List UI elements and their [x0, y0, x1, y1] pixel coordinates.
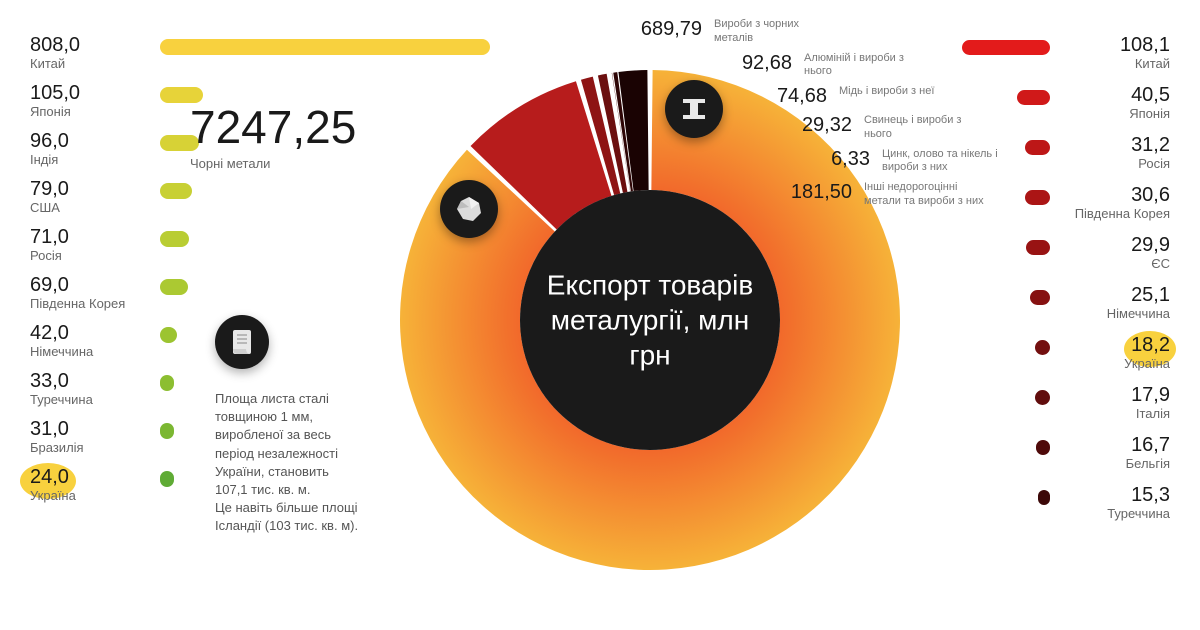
left-bar-label: Бразилія	[30, 440, 190, 455]
right-bar-row: 108,1Китай	[1010, 35, 1170, 71]
right-bar-row: 31,2Росія	[1010, 135, 1170, 171]
right-bar-label: Україна	[1010, 356, 1170, 371]
right-bar-row: 17,9Італія	[1010, 385, 1170, 421]
left-bar	[160, 327, 177, 343]
slice-value: 181,50	[770, 181, 852, 204]
right-bar	[1017, 90, 1050, 105]
left-bar	[160, 231, 189, 247]
slice-name: Свинець і вироби з нього	[864, 114, 984, 142]
right-bar-row: 25,1Німеччина	[1010, 285, 1170, 321]
left-bar-label: Росія	[30, 248, 190, 263]
right-bar-value: 15,3	[1010, 485, 1170, 505]
slice-name: Мідь і вироби з неї	[839, 85, 959, 99]
left-bar-label: Туреччина	[30, 392, 190, 407]
left-bar-label: США	[30, 200, 190, 215]
left-bar-row: 79,0США	[30, 179, 190, 215]
slice-name: Цинк, олово та нікель і вироби з них	[882, 148, 1002, 176]
right-bar-label: Японія	[1010, 106, 1170, 121]
right-bar-list: 108,1Китай 40,5Японія 31,2Росія 30,6Південн…	[1010, 35, 1170, 535]
right-bar-label: Росія	[1010, 156, 1170, 171]
right-bar-row: 30,6Південна Корея	[1010, 185, 1170, 221]
right-bar-label: ЄС	[1010, 256, 1170, 271]
slice-label: 74,68 Мідь і вироби з неї	[745, 85, 1002, 108]
right-bar	[1035, 340, 1050, 355]
left-bar	[160, 423, 174, 439]
right-bar-label: Китай	[1010, 56, 1170, 71]
right-bar-label: Італія	[1010, 406, 1170, 421]
left-bar-list: 808,0Китай 105,0Японія 96,0Індія 79,0США 71,…	[30, 35, 190, 515]
right-bar-label: Бельгія	[1010, 456, 1170, 471]
right-bar-row: 29,9ЄС	[1010, 235, 1170, 271]
right-bar-label: Південна Корея	[1010, 206, 1170, 221]
right-bar-row: 16,7Бельгія	[1010, 435, 1170, 471]
slice-label-list: 689,79 Вироби з чорних металів 92,68 Алюмін…	[620, 18, 1002, 215]
left-bar-row: 808,0Китай	[30, 35, 190, 71]
slice-label: 29,32 Свинець і вироби з нього	[770, 114, 1002, 142]
slice-name: Вироби з чорних металів	[714, 18, 834, 46]
slice-name: Алюміній і вироби з нього	[804, 52, 924, 80]
right-bar	[962, 40, 1050, 55]
left-bar-row: 24,0Україна	[30, 467, 190, 503]
slice-value: 29,32	[770, 114, 852, 137]
slice-value: 6,33	[788, 148, 870, 171]
left-bar-row: 71,0Росія	[30, 227, 190, 263]
slice-label: 689,79 Вироби з чорних металів	[620, 18, 1002, 46]
slice-label: 181,50 Інші недорогоцінні метали та вироб…	[770, 181, 1002, 209]
left-bar-row: 31,0Бразилія	[30, 419, 190, 455]
right-bar-label: Туреччина	[1010, 506, 1170, 521]
left-bar-label: Південна Корея	[30, 296, 190, 311]
right-bar	[1036, 440, 1050, 455]
right-bar-value: 18,2	[1010, 335, 1170, 355]
ore-icon	[440, 180, 498, 238]
left-bar	[160, 279, 188, 295]
slice-value: 689,79	[620, 18, 702, 41]
left-bar-label: Індія	[30, 152, 190, 167]
right-bar-row: 18,2Україна	[1010, 335, 1170, 371]
donut-title: Експорт товарів металургії, млн грн	[540, 268, 760, 373]
left-bar	[160, 375, 174, 391]
right-bar	[1025, 190, 1050, 205]
left-bar-row: 69,0Південна Корея	[30, 275, 190, 311]
left-bar-row: 42,0Німеччина	[30, 323, 190, 359]
left-bar-label: Німеччина	[30, 344, 190, 359]
ferrous-value: 7247,25	[190, 100, 356, 154]
right-bar-value: 17,9	[1010, 385, 1170, 405]
ferrous-subtitle: Чорні метали	[190, 156, 356, 171]
left-bar-label: Україна	[30, 488, 190, 503]
right-bar-row: 15,3Туреччина	[1010, 485, 1170, 521]
steel-sheet-icon	[215, 315, 269, 369]
steel-fact-text: Площа листа сталі товщиною 1 мм, виробле…	[215, 390, 365, 536]
slice-label: 92,68 Алюміній і вироби з нього	[710, 52, 1002, 80]
right-bar	[1025, 140, 1050, 155]
left-bar	[160, 183, 192, 199]
right-bar-label: Німеччина	[1010, 306, 1170, 321]
right-bar-value: 16,7	[1010, 435, 1170, 455]
left-bar-row: 96,0Індія	[30, 131, 190, 167]
ferrous-total: 7247,25 Чорні метали	[190, 100, 356, 171]
left-bar-row: 105,0Японія	[30, 83, 190, 119]
left-bar-row: 33,0Туреччина	[30, 371, 190, 407]
right-bar	[1030, 290, 1050, 305]
slice-label: 6,33 Цинк, олово та нікель і вироби з них	[788, 148, 1002, 176]
slice-value: 74,68	[745, 85, 827, 108]
left-bar-label: Японія	[30, 104, 190, 119]
slice-value: 92,68	[710, 52, 792, 75]
right-bar	[1026, 240, 1050, 255]
right-bar	[1038, 490, 1050, 505]
left-bar-label: Китай	[30, 56, 190, 71]
right-bar-row: 40,5Японія	[1010, 85, 1170, 121]
slice-name: Інші недорогоцінні метали та вироби з ни…	[864, 181, 984, 209]
left-bar	[160, 471, 174, 487]
right-bar	[1035, 390, 1050, 405]
